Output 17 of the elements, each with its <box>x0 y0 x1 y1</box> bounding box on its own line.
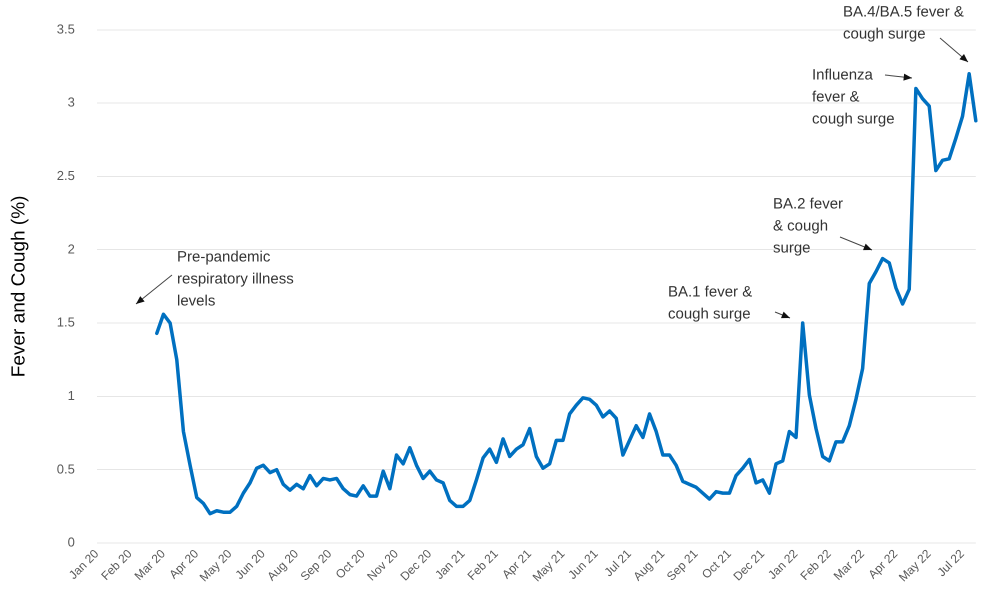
y-tick-label: 2 <box>68 241 75 256</box>
y-axis-title: Fever and Cough (%) <box>8 196 30 378</box>
x-tick-label: May 22 <box>896 546 934 584</box>
y-tick-label: 1 <box>68 388 75 403</box>
annotation: BA.2 fever & cough surge <box>773 196 844 257</box>
x-tick-label: May 20 <box>196 546 235 584</box>
y-tick-label: 0.5 <box>56 461 75 476</box>
x-tick-label: Jun 21 <box>565 546 601 582</box>
x-tick-label: Jul 22 <box>934 546 968 580</box>
y-tick-label: 3.5 <box>56 21 75 36</box>
annotation: Influenza fever & cough surge <box>812 66 895 128</box>
annotation: Pre-pandemic respiratory illness levels <box>177 248 294 310</box>
annotation: BA.1 fever & cough surge <box>668 284 752 323</box>
annotation: BA.4/BA.5 fever & cough surge <box>843 4 964 43</box>
y-tick-label: 3 <box>68 94 75 110</box>
y-tick-label: 2.5 <box>56 168 75 184</box>
y-tick-label: 1.5 <box>56 314 75 330</box>
